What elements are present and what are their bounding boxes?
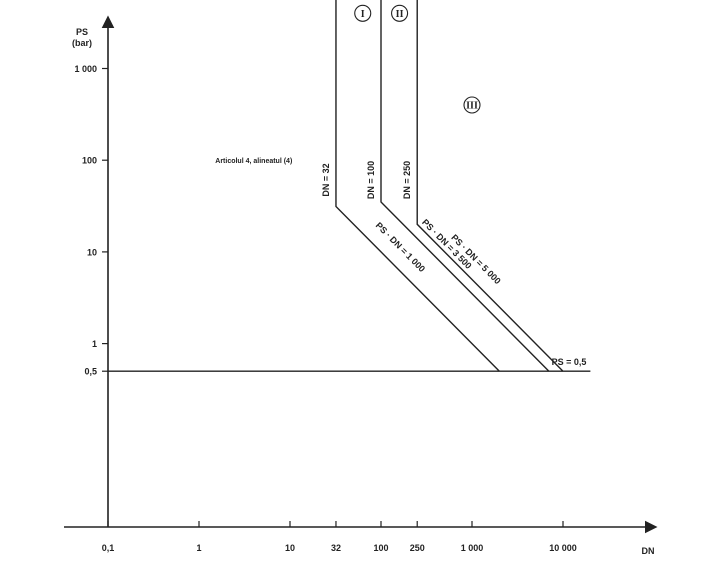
series-line-2	[380, 0, 550, 372]
y-tick-label: 1	[92, 339, 97, 349]
diagonal-label-1: PS · DN = 1 000	[374, 220, 427, 274]
vertical-label-2: DN = 100	[366, 161, 376, 199]
zone-circle-2	[391, 4, 409, 22]
x-tick-label: 10	[285, 543, 295, 553]
x-tick-label: 1	[196, 543, 201, 553]
zone-circle-1	[354, 4, 372, 22]
ps-limit-label: PS = 0,5	[552, 357, 587, 367]
x-ticks: 0,1 1 10 32 100 250 1 000 10 000	[102, 521, 577, 553]
series-line-1	[335, 0, 500, 372]
y-tick-label: 10	[87, 247, 97, 257]
x-tick-label: 0,1	[102, 543, 115, 553]
y-axis-unit: (bar)	[72, 38, 92, 48]
y-tick-label: 0,5	[84, 367, 97, 377]
zone-label-1: I	[361, 9, 365, 20]
x-tick-label: 100	[373, 543, 388, 553]
limit-line: PS = 0,5	[108, 357, 591, 372]
plot-area: PS (bar) DN 0,1 1 10 32 100 250 1 000 10 000 0,…	[64, 0, 658, 556]
annotations: Articolul 4, alineatul (4)	[215, 158, 292, 165]
x-tick-label: 1 000	[461, 543, 484, 553]
annotation-1: Articolul 4, alineatul (4)	[215, 158, 292, 165]
x-tick-label: 10 000	[549, 543, 577, 553]
y-ticks: 0,5 1 10 100 1 000	[74, 64, 108, 377]
series-line-3	[416, 0, 564, 372]
x-tick-label: 250	[410, 543, 425, 553]
x-axis-title: DN	[642, 546, 655, 556]
zone-label-3: III	[466, 100, 478, 111]
y-tick-label: 100	[82, 156, 97, 166]
zone-circle-3	[463, 96, 481, 114]
zone-label-2: II	[396, 9, 404, 20]
y-tick-label: 1 000	[74, 64, 97, 74]
vertical-label-3: DN = 250	[402, 161, 412, 199]
x-tick-label: 32	[331, 543, 341, 553]
vertical-label-1: DN = 32	[321, 163, 331, 196]
y-axis-title: PS	[76, 27, 88, 37]
